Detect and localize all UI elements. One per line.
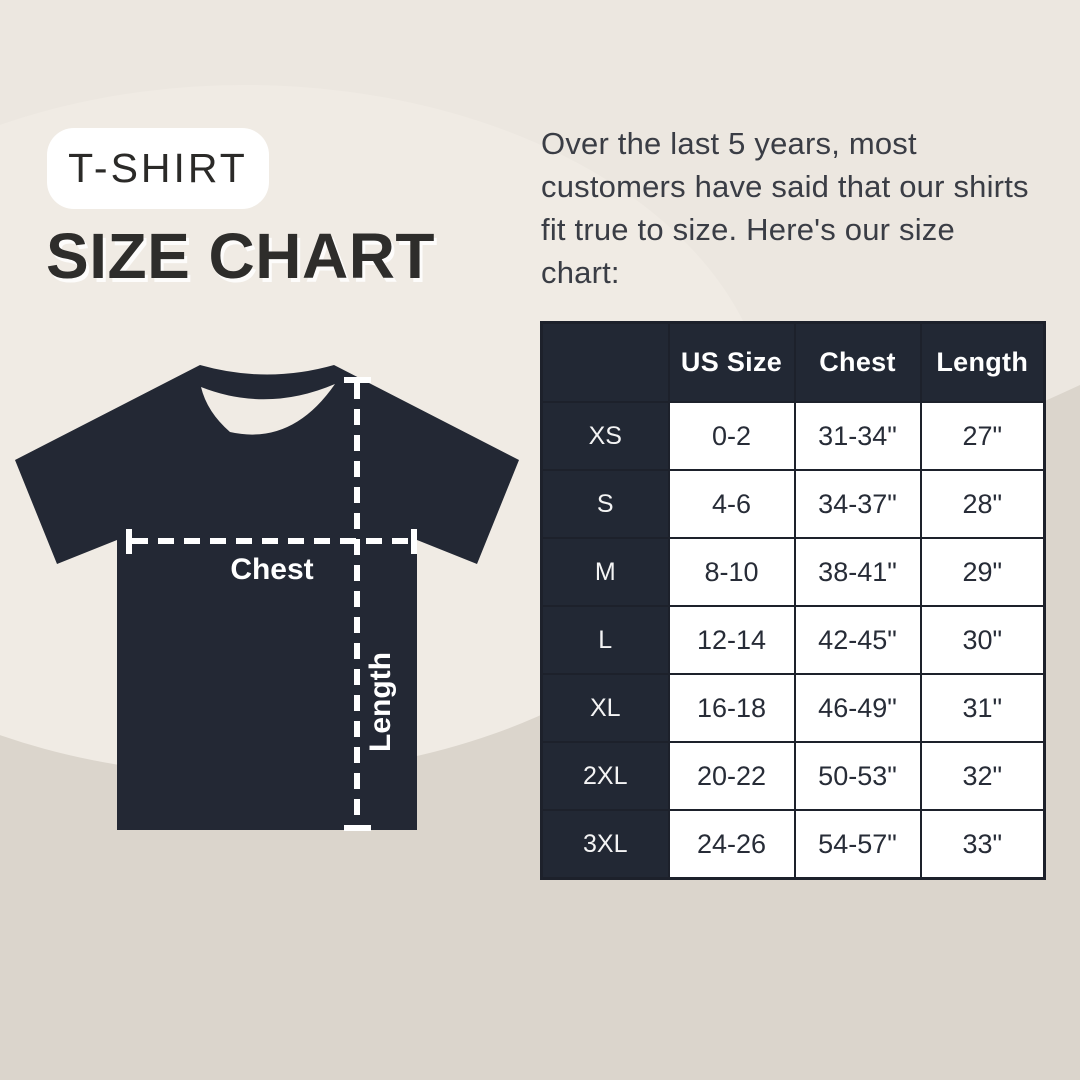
size-table-body: XS 0-2 31-34" 27" S 4-6 34-37" 28" M 8-1… <box>540 401 1046 880</box>
header-cell-us-size: US Size <box>667 321 796 403</box>
chest-label: Chest <box>230 553 313 586</box>
table-row: L 12-14 42-45" 30" <box>540 605 1046 675</box>
table-row: 2XL 20-22 50-53" 32" <box>540 741 1046 811</box>
cell-us-size: 20-22 <box>667 741 796 811</box>
table-row: XL 16-18 46-49" 31" <box>540 673 1046 743</box>
tshirt-collar-cutout <box>201 384 335 435</box>
cell-chest: 42-45" <box>793 605 922 675</box>
header-cell-chest: Chest <box>793 321 922 403</box>
table-row: XS 0-2 31-34" 27" <box>540 401 1046 471</box>
cell-length: 28" <box>919 469 1046 539</box>
cell-us-size: 0-2 <box>667 401 796 471</box>
header-cell-length: Length <box>919 321 1046 403</box>
row-label: XS <box>540 401 670 471</box>
cell-us-size: 16-18 <box>667 673 796 743</box>
cell-us-size: 4-6 <box>667 469 796 539</box>
cell-us-size: 24-26 <box>667 809 796 880</box>
size-table-header: US Size Chest Length <box>540 321 1046 403</box>
cell-length: 29" <box>919 537 1046 607</box>
row-label: S <box>540 469 670 539</box>
cell-chest: 31-34" <box>793 401 922 471</box>
product-badge-label: T-SHIRT <box>68 145 248 191</box>
cell-length: 32" <box>919 741 1046 811</box>
length-measure-line <box>344 377 371 831</box>
intro-text: Over the last 5 years, most customers ha… <box>541 126 1029 290</box>
header-cell-blank <box>540 321 670 403</box>
cell-chest: 34-37" <box>793 469 922 539</box>
cell-length: 31" <box>919 673 1046 743</box>
page-title: SIZE CHART <box>46 220 435 292</box>
table-row: S 4-6 34-37" 28" <box>540 469 1046 539</box>
cell-length: 27" <box>919 401 1046 471</box>
table-row: M 8-10 38-41" 29" <box>540 537 1046 607</box>
row-label: 3XL <box>540 809 670 880</box>
cell-chest: 46-49" <box>793 673 922 743</box>
cell-chest: 54-57" <box>793 809 922 880</box>
row-label: L <box>540 605 670 675</box>
tshirt-silhouette <box>15 365 519 830</box>
row-label: XL <box>540 673 670 743</box>
cell-length: 33" <box>919 809 1046 880</box>
cell-us-size: 8-10 <box>667 537 796 607</box>
row-label: 2XL <box>540 741 670 811</box>
table-row: 3XL 24-26 54-57" 33" <box>540 809 1046 880</box>
product-badge: T-SHIRT <box>47 128 269 209</box>
cell-chest: 50-53" <box>793 741 922 811</box>
cell-length: 30" <box>919 605 1046 675</box>
chest-measure-line <box>126 529 417 554</box>
size-table: US Size Chest Length XS 0-2 31-34" 27" S… <box>540 321 1046 880</box>
cell-chest: 38-41" <box>793 537 922 607</box>
row-label: M <box>540 537 670 607</box>
cell-us-size: 12-14 <box>667 605 796 675</box>
length-label: Length <box>364 652 397 752</box>
tshirt-diagram: Chest Length <box>15 365 519 831</box>
table-header-row: US Size Chest Length <box>540 321 1046 403</box>
